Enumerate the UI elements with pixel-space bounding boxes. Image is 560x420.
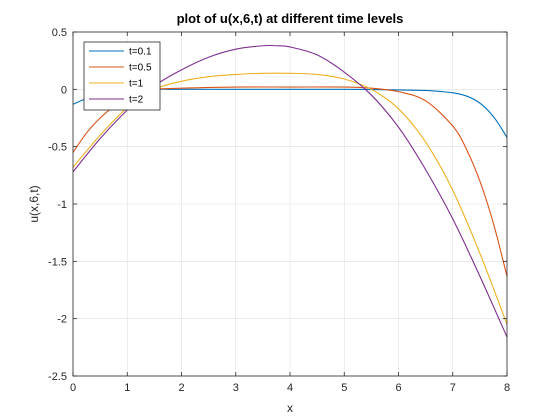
y-tick-label: -1 — [57, 199, 67, 211]
x-tick-label: 3 — [233, 382, 239, 394]
x-tick-label: 1 — [124, 382, 130, 394]
y-tick-label: -1.5 — [48, 256, 67, 268]
legend-label-3: t=2 — [129, 95, 144, 106]
y-tick-labels: 0.5 0 -0.5 -1 -1.5 -2 -2.5 — [48, 27, 67, 383]
legend-label-0: t=0.1 — [129, 47, 152, 58]
legend: t=0.1 t=0.5 t=1 t=2 — [83, 41, 161, 111]
legend-label-2: t=1 — [129, 79, 144, 90]
y-tick-label: -2 — [57, 314, 67, 326]
x-tick-label: 7 — [450, 382, 456, 394]
y-tick-label: -0.5 — [48, 142, 67, 154]
y-tick-label: -2.5 — [48, 371, 67, 383]
x-axis-label: x — [287, 401, 293, 415]
x-tick-label: 6 — [395, 382, 401, 394]
y-tick-label: 0.5 — [52, 27, 67, 39]
x-tick-label: 8 — [504, 382, 510, 394]
legend-entries: t=0.1 t=0.5 t=1 t=2 — [89, 47, 152, 106]
chart-title: plot of u(x,6,t) at different time level… — [177, 11, 404, 26]
x-tick-label: 5 — [341, 382, 347, 394]
x-tick-labels: 0 1 2 3 4 5 6 7 8 — [70, 382, 510, 394]
x-tick-label: 4 — [287, 382, 293, 394]
y-tick-label: 0 — [61, 84, 67, 96]
ticks — [72, 31, 508, 377]
y-axis-label: u(x,6,t) — [27, 185, 41, 222]
legend-label-1: t=0.5 — [129, 63, 152, 74]
x-tick-label: 0 — [70, 382, 76, 394]
x-tick-label: 2 — [178, 382, 184, 394]
